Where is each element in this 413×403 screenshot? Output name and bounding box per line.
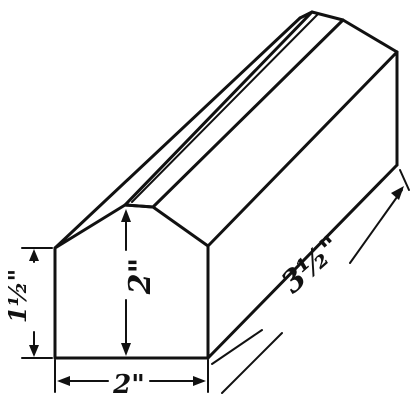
length-arrow-back: [391, 186, 404, 200]
right-eave-edge: [208, 52, 397, 246]
roof-bevel-front: [125, 205, 153, 207]
length-dim-line-upper: [350, 190, 402, 263]
ridge-line-left: [125, 12, 312, 205]
base-width-label: 2": [112, 370, 145, 400]
left-eave-edge: [55, 18, 300, 248]
wall-height-arrow-bottom: [29, 345, 39, 357]
length-dim-line-lower: [222, 333, 282, 393]
ridge-line-inner: [132, 14, 318, 202]
ridge-height-arrow-bottom: [121, 343, 131, 356]
wall-height-arrow-top: [29, 249, 39, 261]
length-ext-back: [400, 170, 409, 190]
base-width-arrow-right: [193, 376, 206, 386]
ridge-height-label: 2": [123, 258, 158, 296]
ridge-line-right: [153, 20, 343, 207]
length-label: 3½": [275, 229, 349, 300]
wall-height-label: 1½": [3, 269, 32, 323]
ridge-height-arrow-top: [121, 209, 131, 222]
base-width-arrow-left: [57, 376, 70, 386]
